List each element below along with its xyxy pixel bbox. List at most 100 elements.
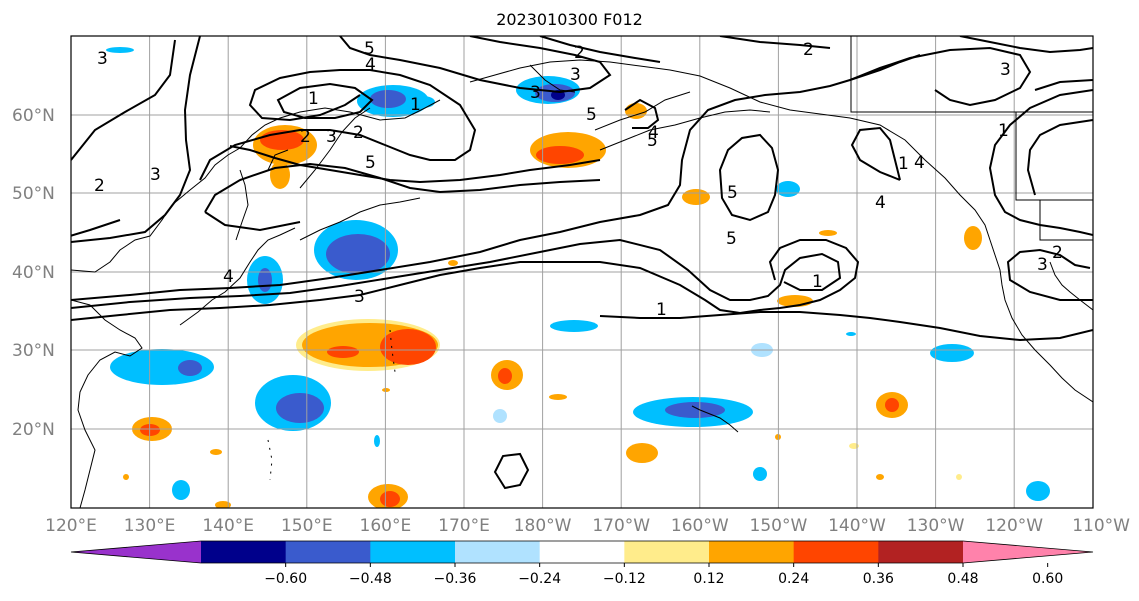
colorbar-extend-low [71,541,201,563]
contour-line [718,133,780,222]
contour-label: 5 [365,153,376,173]
lon-label: 160°E [360,516,412,536]
colorbar-tick-label: −0.24 [518,571,561,587]
lon-label: 150°E [281,516,333,536]
positive-shading-patch [123,474,129,480]
contour-label: 5 [586,105,597,125]
colorbar-segment [285,541,371,563]
contour-line [276,82,374,119]
latitude-labels: 60°N 50°N 40°N 30°N 20°N [12,106,55,440]
negative-shading [106,47,1050,501]
contour-line [229,145,601,184]
contour-label: 5 [726,229,737,249]
contour-label: 4 [648,123,659,143]
positive-shading-patch [380,329,436,365]
colorbar-outline [70,540,1094,564]
contour-line [539,36,831,63]
coastline-aleutians [299,109,771,241]
lon-label: 120°W [985,516,1043,536]
positive-shading-patch [380,491,400,507]
contour-label: 4 [914,153,925,173]
lon-label: 170°W [592,516,650,536]
longitude-labels: 120°E 130°E 140°E 150°E 160°E 170°E 180°… [45,516,1130,536]
coastline-north-america [989,239,1093,403]
positive-shading-patch [549,394,567,400]
graticule [71,36,1093,508]
contour-label: 2 [300,127,311,147]
contour-line [71,54,921,301]
lon-label: 150°W [750,516,808,536]
contour-label: 2 [803,40,814,60]
colorbar-tick-label: 0.12 [693,571,724,587]
contour-label: 1 [998,121,1009,141]
negative-shading-patch [411,96,435,108]
colorbar-segment [455,541,541,563]
negative-shading-patch [846,332,856,336]
contour-label: 4 [223,267,234,287]
positive-shading-patch [536,146,584,164]
contour-label: 4 [365,55,376,75]
positive-shading-patch [215,501,231,508]
negative-shading-patch [1026,481,1050,501]
positive-shading-patch [210,449,222,455]
contour-line [493,452,530,490]
contour-label: 2 [1052,243,1063,263]
positive-shading-patch [819,230,837,236]
lat-label: 50°N [12,184,55,204]
coastline-hawaii [691,405,739,433]
contour-label: 5 [364,39,375,59]
contour-label: 2 [353,123,364,143]
contour-line [1006,248,1093,301]
contour-label: 5 [647,131,658,151]
colorbar-extend-high [963,541,1093,563]
negative-shading-patch [370,90,406,108]
lat-label: 30°N [12,341,55,361]
colorbar-segment [793,541,879,563]
colorbar: −0.60 −0.48 −0.36 −0.24 −0.12 0.12 0.24 0.36 0.4… [70,540,1094,587]
lon-label: 120°E [45,516,97,536]
negative-shading-patch [665,402,725,418]
negative-shading-patch [110,349,214,385]
contour-label: 3 [97,49,108,69]
positive-shading-patch [448,260,458,266]
lon-label: 160°W [671,516,729,536]
colorbar-segment [201,541,287,563]
lon-label: 170°E [438,516,490,536]
contour-label: 3 [570,65,581,85]
colorbar-segment [709,541,795,563]
positive-shading-patch [498,368,512,384]
colorbar-segment [624,541,710,563]
lat-label: 60°N [12,106,55,126]
lon-label: 140°W [828,516,886,536]
positive-shading-patch [964,226,982,250]
islands-dots [267,329,396,481]
coastline-kamchatka [267,107,371,189]
contour-label: 3 [326,127,337,147]
lon-label: 140°E [202,516,254,536]
contour-line [71,36,612,237]
map-title: 2023010300 F012 [496,10,643,29]
negative-shading-patch [776,181,800,197]
positive-shading-patch [885,398,899,412]
coastlines [71,36,1093,508]
contour-line [959,36,1093,91]
colorbar-segment [878,541,964,563]
lat-label: 40°N [12,263,55,283]
negative-shading-patch [326,234,390,274]
contours [71,36,1093,490]
colorbar-segment [370,541,456,563]
contour-line [624,98,660,129]
contour-line [850,119,1093,196]
contour-line [849,46,1032,107]
contour-label: 1 [898,154,909,174]
contour-label: 3 [1037,255,1048,275]
map-frame [70,35,1094,509]
lat-label: 20°N [12,420,55,440]
contour-label: 4 [875,193,886,213]
colorbar-tick-label: −0.48 [349,571,392,587]
contour-line [71,239,860,321]
lon-label: 110°W [1072,516,1130,536]
contour-label: 1 [410,95,421,115]
contour-label: 2 [94,176,105,196]
